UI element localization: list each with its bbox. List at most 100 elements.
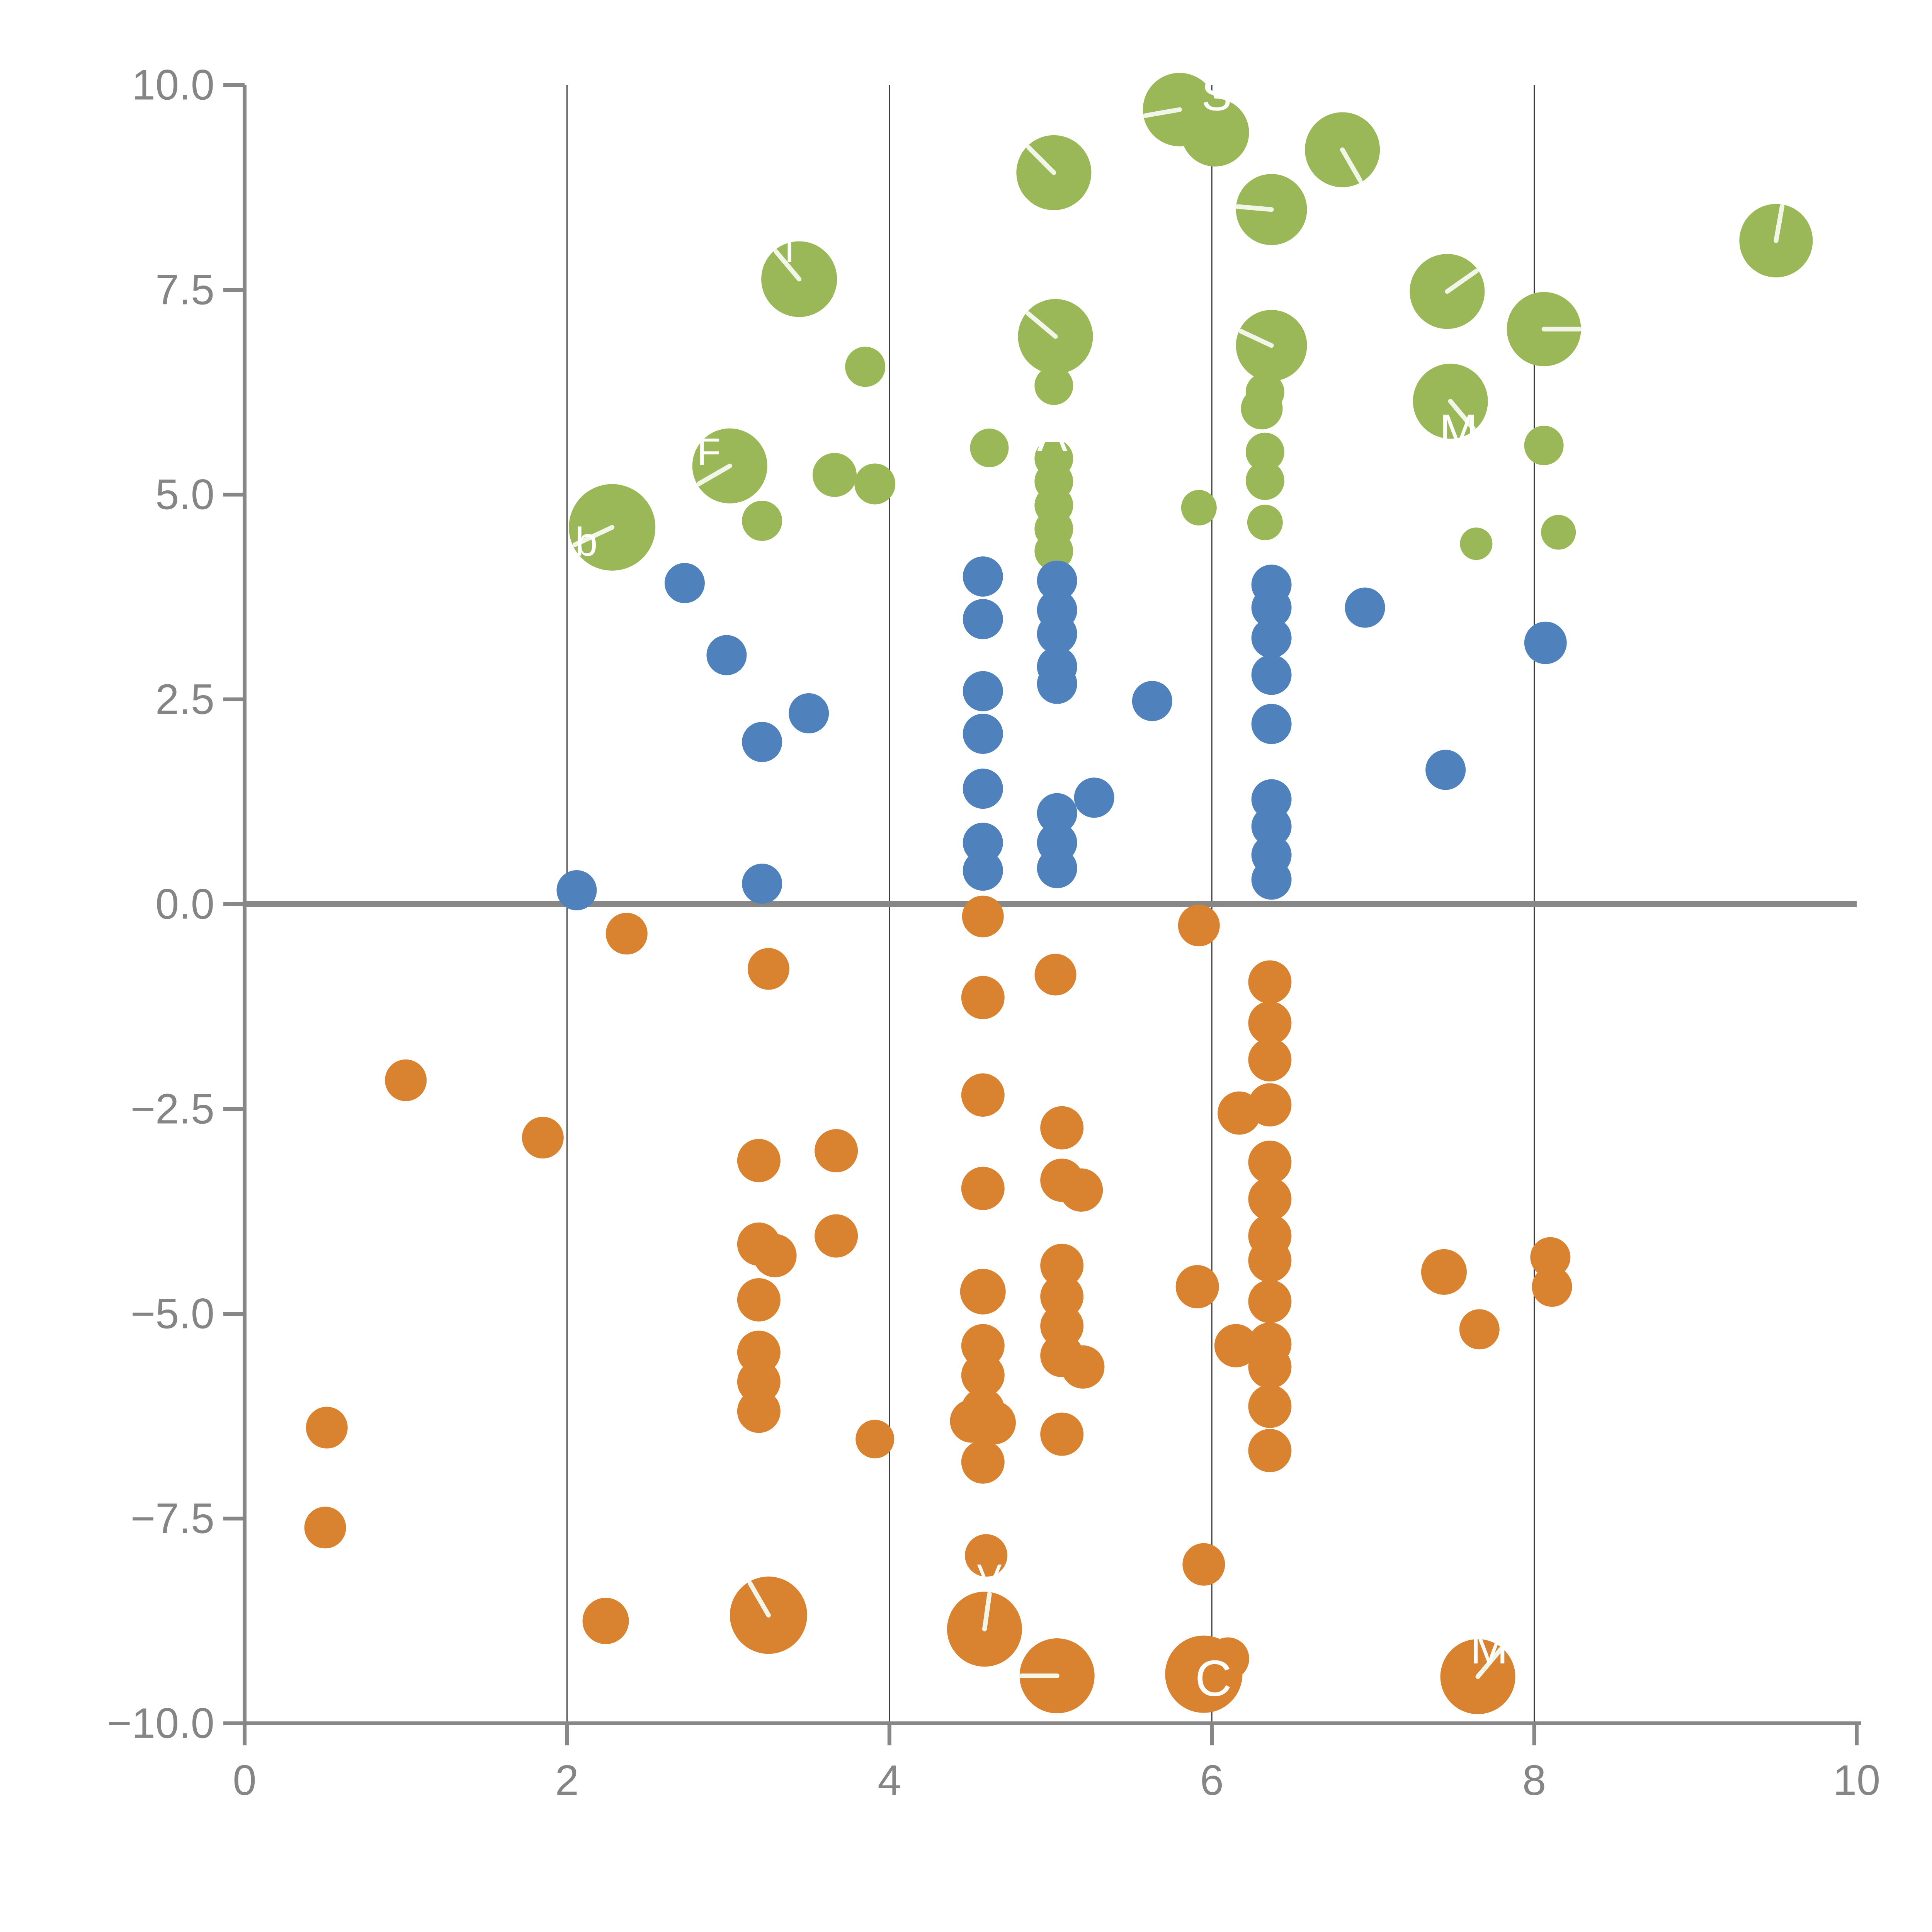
data-point-green	[1245, 461, 1284, 500]
data-point-orange	[815, 1214, 858, 1258]
bubble-letter-label: S	[1201, 69, 1232, 120]
bubble-slice-line	[1475, 1647, 1503, 1679]
x-tick-label: 0	[233, 1757, 256, 1804]
data-point-orange	[1218, 1091, 1261, 1135]
data-point-green	[1034, 532, 1073, 571]
data-point-orange	[1178, 905, 1220, 947]
data-point-blue	[1251, 618, 1292, 658]
data-point-blue	[963, 599, 1003, 639]
y-tick-label: −7.5	[131, 1495, 214, 1543]
data-point-blue	[742, 722, 782, 762]
data-point-orange	[1459, 1309, 1500, 1350]
data-point-blue	[1132, 681, 1172, 721]
data-point-orange	[1248, 1001, 1292, 1045]
x-tick-label: 6	[1200, 1757, 1224, 1804]
data-point-orange	[1530, 1237, 1571, 1277]
data-point-orange	[972, 1401, 1016, 1444]
data-point-orange	[1034, 954, 1077, 996]
bubble-letter-label: b	[575, 520, 598, 565]
y-tick-label: 2.5	[155, 676, 214, 723]
data-point-blue	[1037, 663, 1077, 704]
data-point-orange	[385, 1059, 427, 1101]
data-point-orange	[1248, 1429, 1292, 1473]
data-point-blue	[1251, 859, 1292, 900]
data-point-orange	[1248, 1280, 1292, 1323]
y-tick-label: 0.0	[155, 881, 214, 928]
bubble-slice-line	[748, 1581, 771, 1618]
data-point-orange	[960, 1269, 1006, 1315]
data-point-orange	[1206, 1637, 1249, 1680]
data-point-blue	[1251, 704, 1292, 744]
bubble-letter-label: V	[977, 1557, 1002, 1598]
y-tick-label: −5.0	[131, 1290, 214, 1338]
data-point-orange	[1214, 1324, 1258, 1367]
data-point-blue	[706, 635, 747, 675]
data-point-blue	[1345, 587, 1385, 628]
data-point-orange	[1182, 1543, 1225, 1586]
bubble-letter-label: F	[697, 430, 721, 474]
data-point-blue	[556, 870, 597, 910]
data-point-orange	[1040, 1106, 1084, 1150]
bubble-slice-line	[1026, 311, 1058, 339]
data-point-green	[1460, 527, 1493, 560]
bubble-slice-line	[1340, 147, 1363, 183]
data-point-orange	[737, 1278, 781, 1321]
data-point-green	[812, 453, 857, 497]
data-point-blue	[1037, 848, 1077, 888]
data-point-blue	[664, 563, 705, 603]
data-point-orange	[1248, 1140, 1292, 1184]
data-point-blue	[1524, 621, 1567, 664]
data-point-blue	[1251, 806, 1292, 847]
data-point-blue	[1251, 587, 1292, 628]
data-point-orange	[961, 1354, 1005, 1397]
bubble-slice-line	[1448, 399, 1476, 431]
data-point-orange	[965, 1534, 1008, 1577]
data-point-orange	[747, 948, 789, 990]
data-point-blue	[963, 671, 1003, 711]
tick-labels: 10.0 7.5 5.0 2.5 0.0 −2.5 −5.0 −7.5 −10.0 0 2 4 6 8 10	[107, 61, 1881, 1804]
bubble-slice-line	[696, 463, 732, 486]
data-point-orange	[304, 1507, 346, 1549]
data-point-orange	[1060, 1168, 1103, 1212]
data-point-orange	[1248, 960, 1292, 1004]
data-point-orange	[962, 895, 1004, 937]
data-point-orange	[1040, 1412, 1084, 1456]
bubble-letter-label: M	[1439, 405, 1477, 456]
bubble-letter-label: C	[1195, 1650, 1232, 1707]
x-tick-label: 4	[878, 1757, 901, 1804]
y-tick-label: 10.0	[132, 61, 214, 109]
data-point-blue	[1037, 793, 1077, 833]
data-point-orange	[1248, 1177, 1292, 1221]
data-point-blue	[742, 864, 782, 904]
data-point-orange	[737, 1139, 781, 1182]
data-point-blue	[963, 823, 1003, 863]
y-tick-label: 5.0	[155, 471, 214, 519]
data-point-orange	[522, 1117, 564, 1159]
data-point-orange	[753, 1234, 797, 1277]
y-tick-label: −10.0	[107, 1700, 214, 1747]
data-point-orange	[1175, 1265, 1219, 1309]
x-tick-label: 8	[1522, 1757, 1546, 1804]
data-point-orange	[737, 1389, 781, 1433]
data-point-orange	[961, 1167, 1005, 1210]
data-point-orange	[1248, 1038, 1292, 1082]
data-point-orange	[1421, 1249, 1467, 1295]
bubble-letter-label: T	[778, 227, 801, 270]
bubble-slice-lines	[572, 107, 1785, 1679]
data-point-blue	[1251, 655, 1292, 695]
data-point-orange	[605, 913, 648, 955]
data-point-blue	[963, 769, 1003, 809]
data-point-blue	[789, 693, 829, 734]
bubble-slice-line	[1235, 204, 1274, 212]
bubble-letter-labels: S A Mb F T C M V	[575, 69, 1508, 1706]
y-tick-label: −2.5	[131, 1085, 214, 1133]
data-point-green	[1247, 505, 1283, 541]
data-point-green	[1241, 388, 1283, 430]
data-point-green	[1181, 98, 1249, 167]
data-point-orange	[1248, 1384, 1292, 1428]
data-point-green	[1541, 515, 1576, 550]
data-point-orange	[582, 1598, 629, 1644]
bubble-slice-line	[572, 525, 615, 547]
